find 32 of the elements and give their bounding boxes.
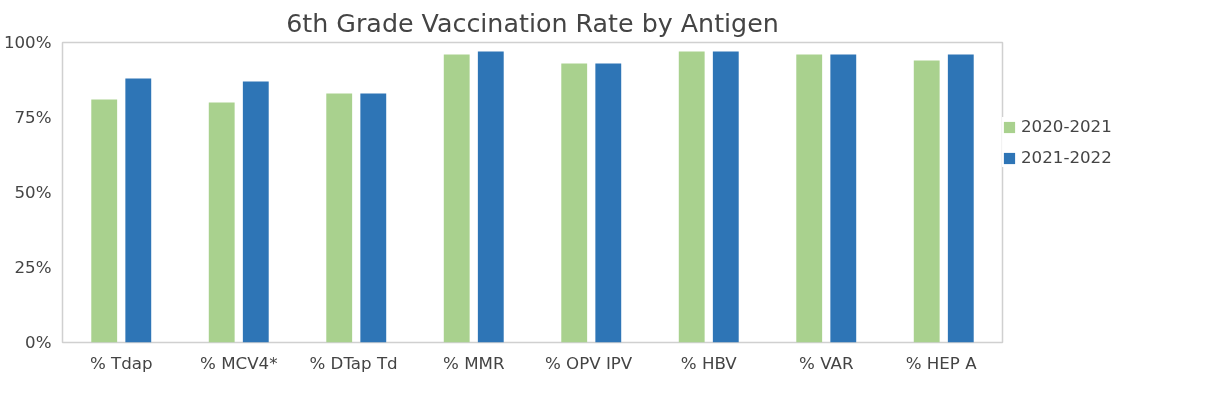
- x-tick-label: % OPV IPV: [544, 353, 633, 373]
- bar: [91, 99, 118, 343]
- bar: [360, 93, 387, 343]
- x-tick-label: % HEP A: [905, 353, 978, 373]
- x-tick-label: % HBV: [680, 353, 738, 373]
- bar: [796, 54, 823, 343]
- bar: [561, 63, 588, 343]
- y-tick-label: 0%: [25, 333, 52, 352]
- legend-label: 2020-2021: [1021, 117, 1112, 136]
- bar: [242, 81, 269, 343]
- y-tick-label: 50%: [14, 183, 52, 202]
- bar: [443, 54, 470, 343]
- x-tick-label: % MMR: [443, 353, 505, 373]
- y-tick-label: 75%: [14, 108, 52, 127]
- x-tick-label: % VAR: [799, 353, 854, 373]
- bar: [678, 51, 705, 343]
- bar: [477, 51, 504, 343]
- bar: [326, 93, 353, 343]
- bar: [712, 51, 739, 343]
- legend-label: 2021-2022: [1021, 148, 1112, 167]
- bar: [913, 60, 940, 343]
- x-tick-label: % MCV4*: [200, 353, 278, 373]
- bar: [830, 54, 857, 343]
- chart-title: 6th Grade Vaccination Rate by Antigen: [286, 7, 779, 38]
- bar: [947, 54, 974, 343]
- bar: [125, 78, 152, 343]
- bar: [595, 63, 622, 343]
- y-tick-label: 100%: [3, 33, 52, 52]
- bar: [208, 102, 235, 343]
- x-tick-label: % DTap Td: [309, 353, 398, 373]
- x-tick-label: % Tdap: [89, 353, 153, 373]
- y-tick-label: 25%: [14, 258, 52, 277]
